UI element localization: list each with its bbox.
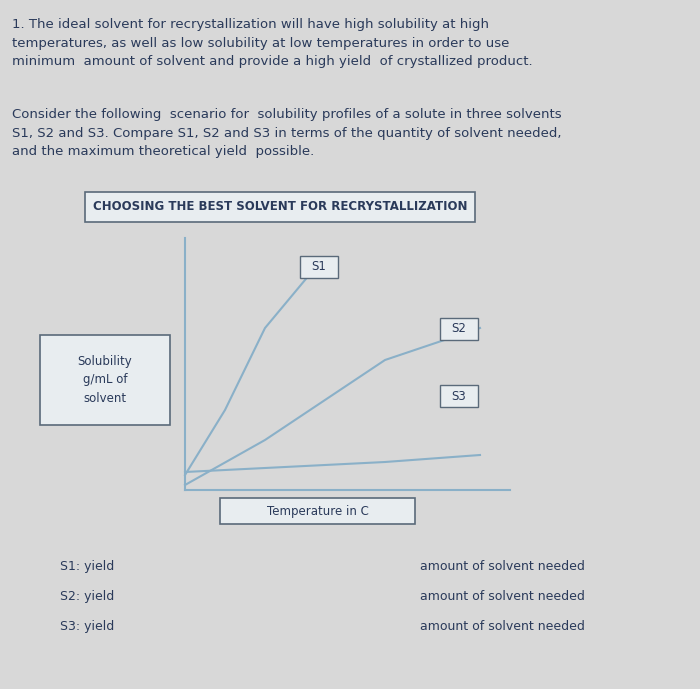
Text: S1: S1: [312, 260, 326, 274]
FancyBboxPatch shape: [40, 335, 170, 425]
FancyBboxPatch shape: [440, 385, 478, 407]
Text: 1. The ideal solvent for recrystallization will have high solubility at high
tem: 1. The ideal solvent for recrystallizati…: [12, 18, 533, 68]
FancyBboxPatch shape: [85, 192, 475, 222]
Text: S3: yield: S3: yield: [60, 620, 114, 633]
Text: Temperature in C: Temperature in C: [267, 504, 368, 517]
Text: amount of solvent needed: amount of solvent needed: [420, 560, 585, 573]
Text: S2: yield: S2: yield: [60, 590, 114, 603]
Text: Consider the following  scenario for  solubility profiles of a solute in three s: Consider the following scenario for solu…: [12, 108, 561, 158]
Text: S3: S3: [452, 389, 466, 402]
Text: CHOOSING THE BEST SOLVENT FOR RECRYSTALLIZATION: CHOOSING THE BEST SOLVENT FOR RECRYSTALL…: [92, 200, 468, 214]
Text: S1: yield: S1: yield: [60, 560, 114, 573]
FancyBboxPatch shape: [300, 256, 338, 278]
Text: Solubility
g/mL of
solvent: Solubility g/mL of solvent: [78, 355, 132, 406]
FancyBboxPatch shape: [440, 318, 478, 340]
FancyBboxPatch shape: [220, 498, 415, 524]
Text: amount of solvent needed: amount of solvent needed: [420, 590, 585, 603]
Text: amount of solvent needed: amount of solvent needed: [420, 620, 585, 633]
Text: S2: S2: [452, 322, 466, 336]
